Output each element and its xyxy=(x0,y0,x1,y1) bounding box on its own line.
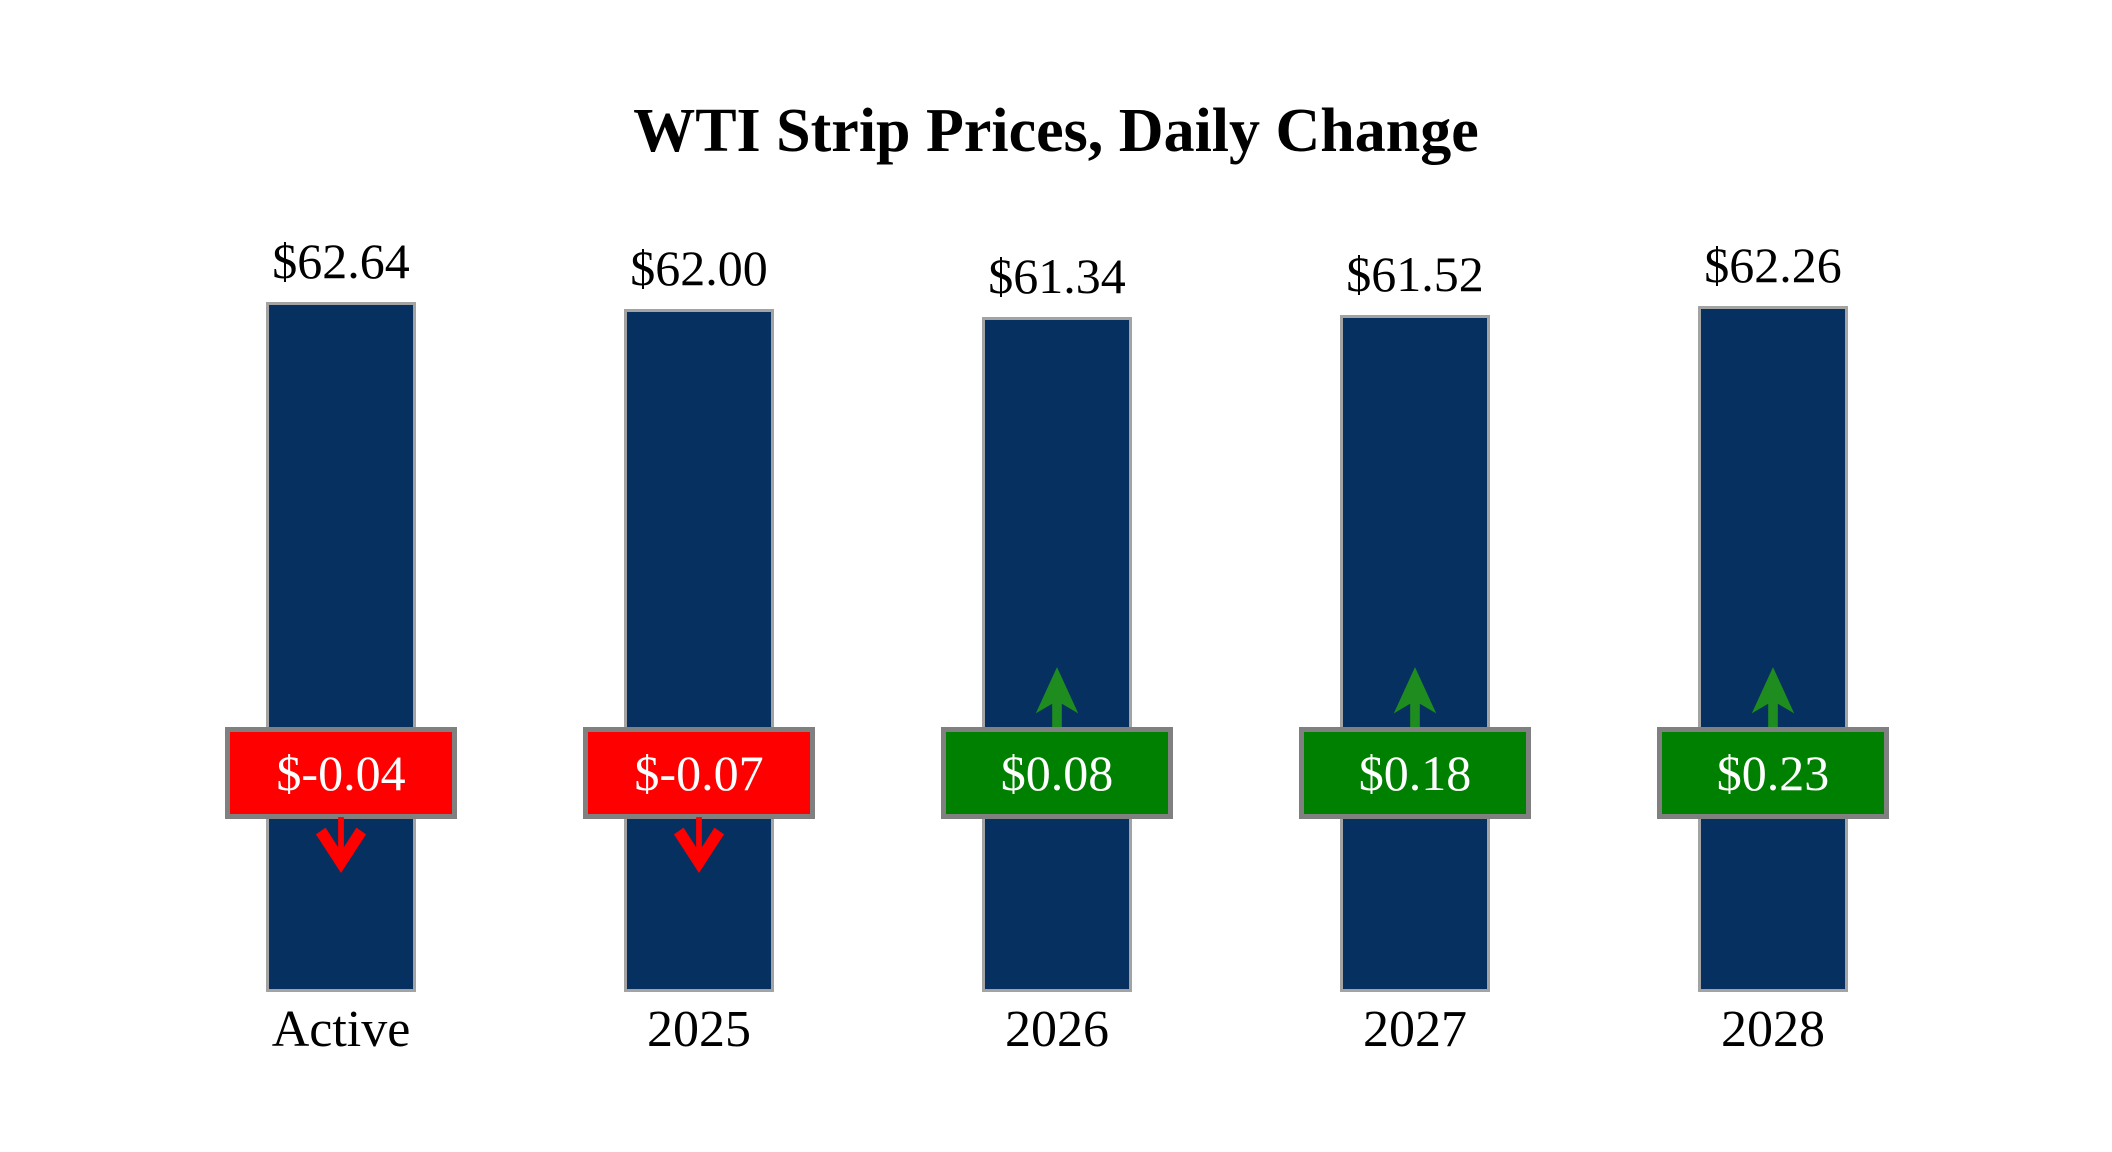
category-label: 2025 xyxy=(647,1001,751,1058)
change-badge: $-0.07 xyxy=(583,727,815,819)
category-label: 2026 xyxy=(1005,1001,1109,1058)
change-label: $-0.04 xyxy=(276,745,406,801)
price-bar xyxy=(1340,315,1490,992)
price-label: $62.00 xyxy=(630,240,768,296)
price-bar xyxy=(266,302,416,992)
category-label: Active xyxy=(271,1001,411,1058)
price-bar xyxy=(982,317,1132,992)
change-label: $-0.07 xyxy=(634,745,764,801)
price-label: $62.64 xyxy=(272,233,410,289)
change-label: $0.18 xyxy=(1358,745,1472,801)
change-badge: $-0.04 xyxy=(225,727,457,819)
bar-column: $62.00 $-0.07 2025 xyxy=(520,0,878,1152)
chart-title: WTI Strip Prices, Daily Change xyxy=(633,97,1479,165)
price-bar xyxy=(624,309,774,992)
up-arrow-icon xyxy=(1751,667,1795,729)
down-arrow-icon xyxy=(315,817,367,873)
up-arrow-icon xyxy=(1393,667,1437,729)
up-arrow-icon xyxy=(1035,667,1079,729)
change-badge: $0.23 xyxy=(1657,727,1889,819)
bar-column: $61.52 $0.18 2027 xyxy=(1236,0,1594,1152)
change-label: $0.08 xyxy=(1000,745,1114,801)
price-label: $61.34 xyxy=(988,248,1126,304)
bar-column: $62.26 $0.23 2028 xyxy=(1594,0,1952,1152)
change-label: $0.23 xyxy=(1716,745,1830,801)
bar-column: $61.34 $0.08 2026 xyxy=(878,0,1236,1152)
price-bar xyxy=(1698,306,1848,992)
change-badge: $0.18 xyxy=(1299,727,1531,819)
change-badge: $0.08 xyxy=(941,727,1173,819)
down-arrow-icon xyxy=(673,817,725,873)
category-label: 2027 xyxy=(1363,1001,1467,1058)
category-label: 2028 xyxy=(1721,1001,1825,1058)
price-label: $61.52 xyxy=(1346,246,1484,302)
price-label: $62.26 xyxy=(1704,237,1842,293)
bar-column: $62.64 $-0.04 Active xyxy=(162,0,520,1152)
